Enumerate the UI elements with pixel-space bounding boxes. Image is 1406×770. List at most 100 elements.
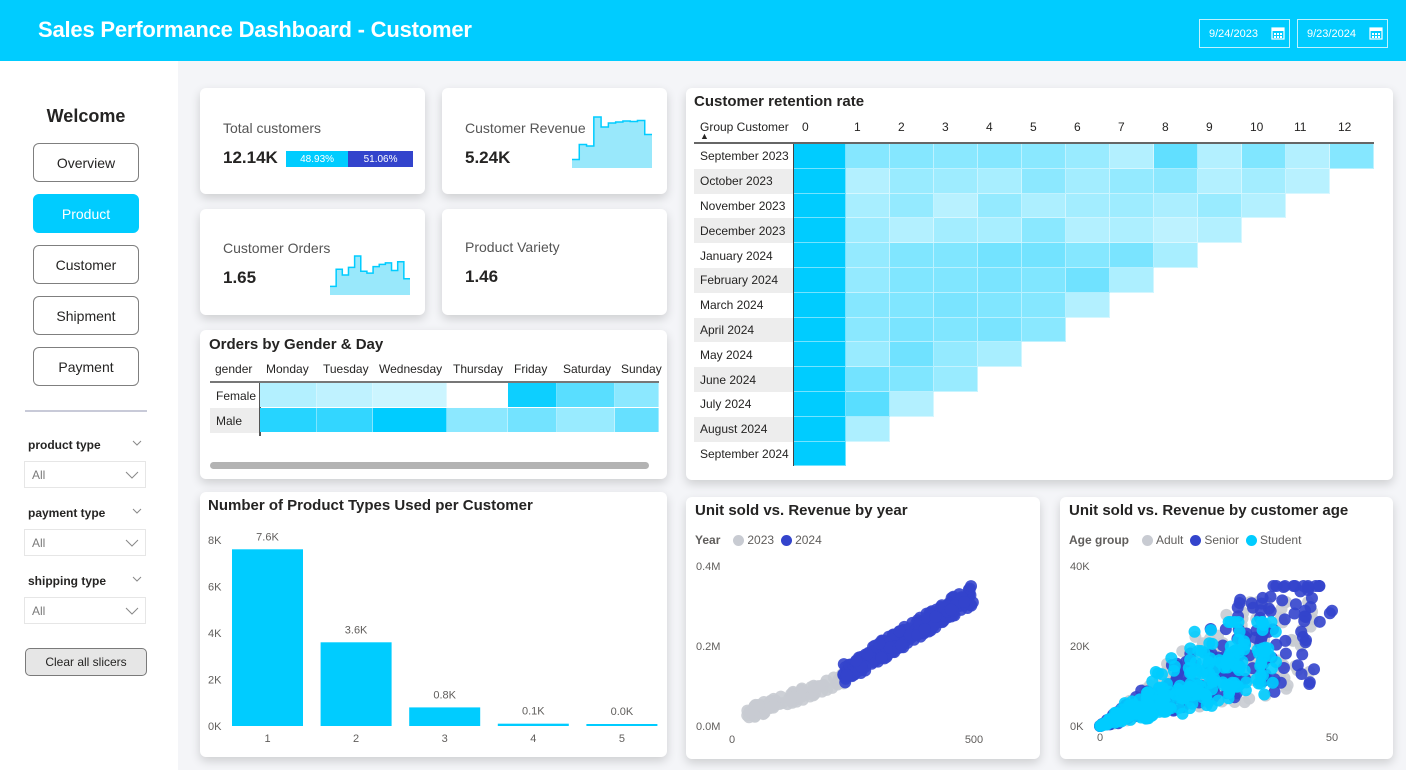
matrix-cell[interactable] [1110,193,1154,219]
matrix-cell[interactable] [1154,193,1198,219]
matrix-cell[interactable] [890,268,934,293]
matrix-cell[interactable] [557,383,615,407]
shipping-type-dropdown[interactable]: All [24,597,146,624]
matrix-cell[interactable] [1066,193,1110,219]
matrix-cell[interactable] [934,168,978,194]
matrix-cell[interactable] [934,193,978,219]
matrix-cell[interactable] [1022,144,1066,169]
matrix-cell[interactable] [794,268,846,293]
matrix-cell[interactable] [1110,144,1154,169]
matrix-cell[interactable] [1110,243,1154,268]
clear-all-slicers-button[interactable]: Clear all slicers [25,648,147,676]
matrix-cell[interactable] [890,392,934,417]
matrix-cell[interactable] [846,168,890,194]
matrix-cell[interactable] [1110,168,1154,194]
column-header[interactable]: 1 [854,120,861,134]
start-date-input[interactable]: 9/24/2023 [1199,19,1290,48]
matrix-cell[interactable] [846,392,890,417]
matrix-cell[interactable] [978,342,1022,368]
column-header[interactable]: Monday [266,362,309,376]
matrix-cell[interactable] [1066,243,1110,268]
matrix-cell[interactable] [1154,144,1198,169]
matrix-cell[interactable] [890,367,934,392]
matrix-cell[interactable] [1198,193,1242,219]
column-header[interactable]: 12 [1338,120,1352,134]
chevron-down-icon[interactable] [132,506,142,516]
matrix-cell[interactable] [794,193,846,219]
matrix-cell[interactable] [1022,268,1066,293]
matrix-cell[interactable] [794,392,846,417]
matrix-cell[interactable] [934,317,978,343]
matrix-cell[interactable] [934,292,978,318]
column-header[interactable]: 3 [942,120,949,134]
matrix-cell[interactable] [934,243,978,268]
end-date-input[interactable]: 9/23/2024 [1297,19,1388,48]
column-header[interactable]: 2 [898,120,905,134]
matrix-cell[interactable] [890,292,934,318]
column-header[interactable]: 5 [1030,120,1037,134]
matrix-cell[interactable] [1286,144,1330,169]
column-header[interactable]: 9 [1206,120,1213,134]
matrix-cell[interactable] [978,317,1022,343]
matrix-cell[interactable] [1286,168,1330,194]
horizontal-scrollbar[interactable] [210,462,649,469]
matrix-cell[interactable] [794,342,846,368]
matrix-cell[interactable] [978,292,1022,318]
legend-item[interactable]: Adult [1156,533,1184,547]
matrix-cell[interactable] [846,243,890,268]
matrix-cell[interactable] [1198,218,1242,244]
legend-item[interactable]: Student [1260,533,1302,547]
matrix-cell[interactable] [1022,193,1066,219]
matrix-cell[interactable] [1154,243,1198,268]
matrix-cell[interactable] [1242,168,1286,194]
matrix-cell[interactable] [794,168,846,194]
matrix-cell[interactable] [978,243,1022,268]
matrix-cell[interactable] [1066,268,1110,293]
matrix-cell[interactable] [447,383,508,407]
matrix-cell[interactable] [260,408,317,432]
matrix-cell[interactable] [846,292,890,318]
matrix-cell[interactable] [373,408,447,432]
matrix-cell[interactable] [1066,144,1110,169]
matrix-cell[interactable] [1022,218,1066,244]
matrix-cell[interactable] [1110,218,1154,244]
matrix-cell[interactable] [934,144,978,169]
column-header[interactable]: 10 [1250,120,1264,134]
legend-item[interactable]: 2024 [795,533,822,547]
matrix-cell[interactable] [1066,168,1110,194]
column-header[interactable]: 6 [1074,120,1081,134]
column-header[interactable]: Friday [514,362,548,376]
matrix-cell[interactable] [978,144,1022,169]
matrix-cell[interactable] [890,218,934,244]
matrix-cell[interactable] [373,383,447,407]
matrix-cell[interactable] [508,408,557,432]
matrix-cell[interactable] [557,408,615,432]
matrix-cell[interactable] [1154,218,1198,244]
matrix-cell[interactable] [794,441,846,467]
matrix-cell[interactable] [508,383,557,407]
matrix-cell[interactable] [846,317,890,343]
matrix-cell[interactable] [846,193,890,219]
matrix-cell[interactable] [846,416,890,442]
matrix-cell[interactable] [615,408,659,432]
column-header[interactable]: Thursday [453,362,504,376]
column-header[interactable]: Group Customer [700,120,789,134]
matrix-cell[interactable] [317,383,373,407]
matrix-cell[interactable] [890,342,934,368]
matrix-cell[interactable] [846,342,890,368]
matrix-cell[interactable] [934,268,978,293]
matrix-cell[interactable] [978,268,1022,293]
matrix-cell[interactable] [978,193,1022,219]
matrix-cell[interactable] [1022,317,1066,343]
nav-overview-button[interactable]: Overview [33,143,139,182]
matrix-cell[interactable] [978,218,1022,244]
matrix-cell[interactable] [934,342,978,368]
matrix-cell[interactable] [890,168,934,194]
chevron-down-icon[interactable] [132,574,142,584]
matrix-cell[interactable] [1110,268,1154,293]
matrix-cell[interactable] [794,367,846,392]
column-header[interactable]: Wednesday [379,362,443,376]
column-header[interactable]: 11 [1294,120,1307,134]
matrix-cell[interactable] [1242,193,1286,219]
column-header[interactable]: Sunday [621,362,662,376]
